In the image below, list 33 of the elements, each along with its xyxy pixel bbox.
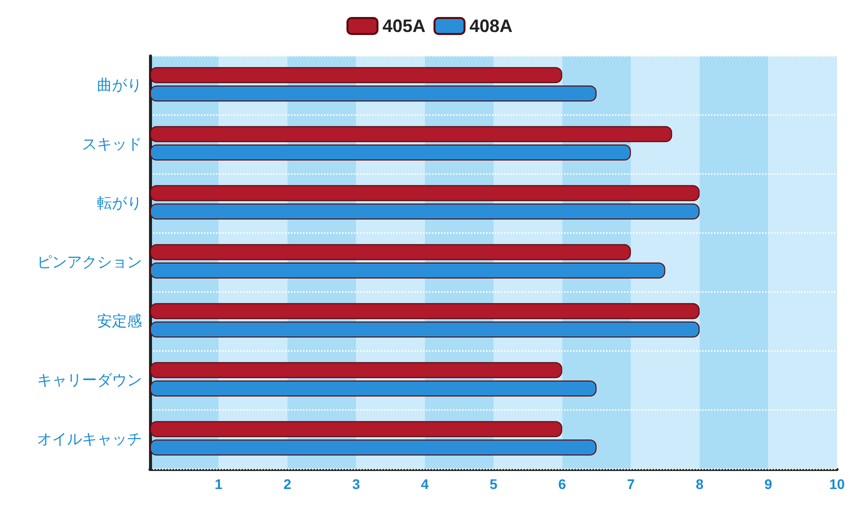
bar — [150, 440, 597, 456]
y-tick-label: ピンアクション — [37, 254, 142, 271]
x-tick-label: 7 — [627, 476, 635, 492]
x-tick-label: 6 — [558, 476, 566, 492]
bar — [150, 204, 700, 220]
bar — [150, 144, 631, 160]
bar — [150, 362, 562, 378]
x-tick-label: 4 — [420, 476, 429, 492]
y-tick-label: スキッド — [82, 136, 142, 153]
x-tick-label: 8 — [696, 476, 704, 492]
x-tick-label: 2 — [284, 476, 292, 492]
bar — [150, 244, 631, 260]
bar — [150, 262, 666, 278]
bar — [150, 380, 597, 396]
bar — [150, 421, 562, 438]
x-tick-label: 3 — [352, 476, 360, 492]
legend-label: 408A — [470, 16, 513, 36]
bar — [150, 126, 672, 142]
y-tick-label: オイルキャッチ — [37, 431, 142, 448]
x-tick-label: 1 — [214, 476, 223, 492]
bar — [150, 322, 700, 338]
x-tick-label: 10 — [829, 476, 845, 492]
bar — [150, 67, 562, 84]
bar — [150, 185, 700, 202]
legend-label: 405A — [382, 16, 426, 36]
y-tick-label: 曲がり — [97, 77, 142, 94]
x-tick-label: 9 — [764, 476, 772, 492]
bar — [150, 303, 700, 320]
y-tick-label: 転がり — [97, 195, 142, 212]
x-tick-label: 5 — [490, 476, 498, 492]
bar — [150, 86, 597, 102]
y-tick-label: 安定感 — [97, 313, 142, 330]
y-tick-label: キャリーダウン — [37, 372, 142, 389]
